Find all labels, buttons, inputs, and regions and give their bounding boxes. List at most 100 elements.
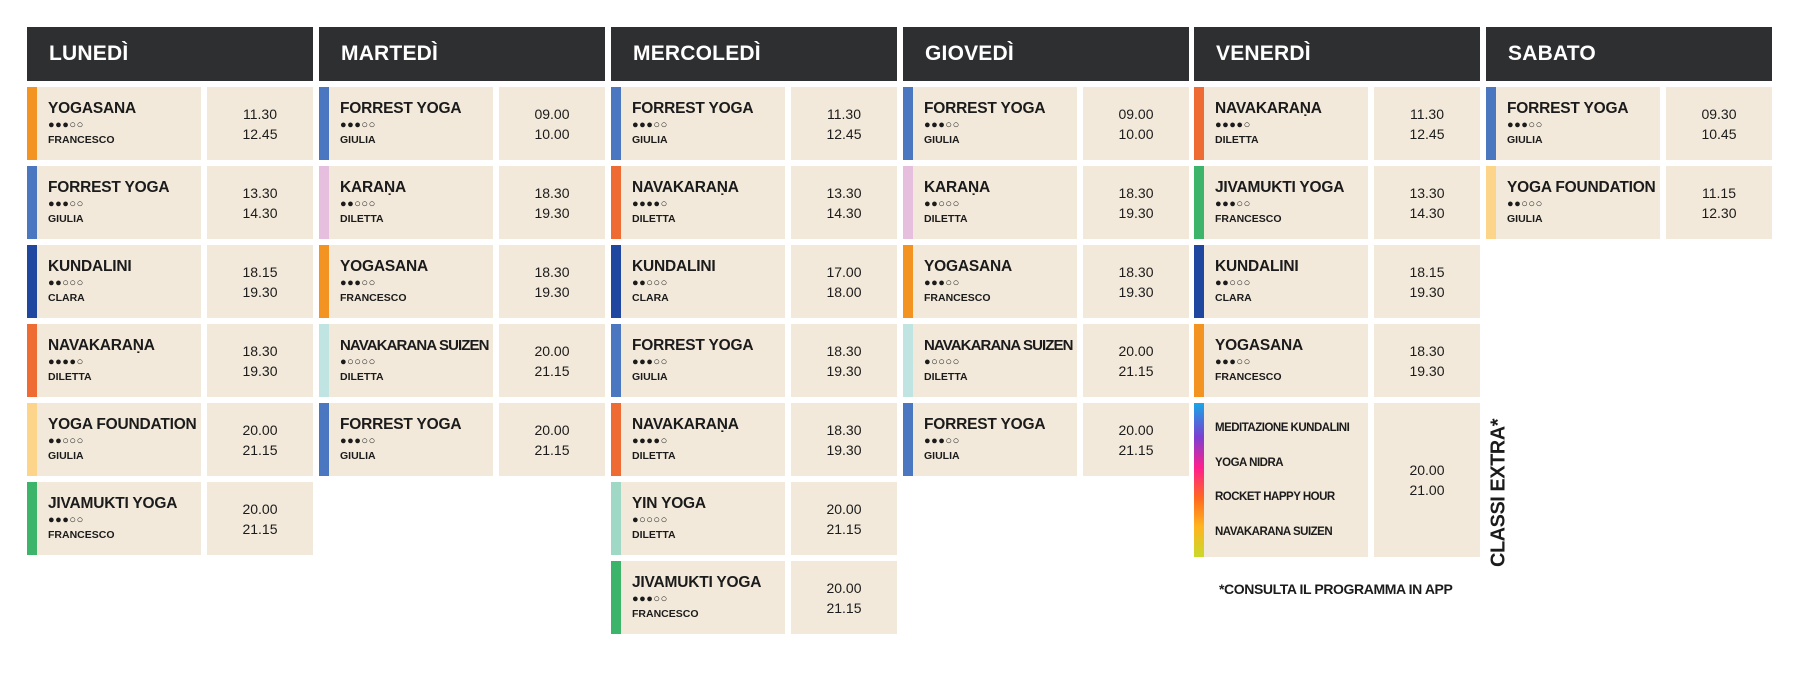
class-info: NAVAKARANA SUIZEN ●○○○○ DILETTA <box>329 324 493 397</box>
class-info: FORREST YOGA ●●●○○ GIULIA <box>621 87 785 160</box>
class-times: 11.15 12.30 <box>1666 166 1772 239</box>
start-time: 11.15 <box>1702 184 1736 201</box>
difficulty-dots: ●●●○○ <box>924 435 960 447</box>
class-times: 20.00 21.15 <box>207 403 313 476</box>
start-time: 18.30 <box>242 342 278 359</box>
start-time: 09.00 <box>534 105 570 122</box>
class-times: 18.30 19.30 <box>499 245 605 318</box>
class-color-stripe <box>1194 87 1204 160</box>
class-times: 20.00 21.15 <box>1083 324 1189 397</box>
difficulty-dots: ●●●○○ <box>340 435 376 447</box>
teacher-name: FRANCESCO <box>1215 371 1282 383</box>
start-time: 18.30 <box>534 263 570 280</box>
day-header: LUNEDÌ <box>27 27 313 81</box>
class-times: 20.00 21.15 <box>499 324 605 397</box>
difficulty-dots: ●●●○○ <box>1215 198 1251 210</box>
class-row: FORREST YOGA ●●●○○ GIULIA 09.00 10.00 <box>319 87 605 160</box>
day-header: MARTEDÌ <box>319 27 605 81</box>
teacher-name: FRANCESCO <box>48 134 115 146</box>
class-times: 17.00 18.00 <box>791 245 897 318</box>
teacher-name: FRANCESCO <box>48 529 115 541</box>
class-row: YOGASANA ●●●○○ FRANCESCO 18.30 19.30 <box>903 245 1189 318</box>
class-name: NAVAKARANA SUIZEN <box>924 337 1073 354</box>
difficulty-dots: ●●●○○ <box>48 119 84 131</box>
class-info: KARAṆA ●●○○○ DILETTA <box>913 166 1077 239</box>
class-info: YOGASANA ●●●○○ FRANCESCO <box>329 245 493 318</box>
start-time: 18.30 <box>1118 184 1154 201</box>
class-color-stripe <box>903 245 913 318</box>
start-time: 17.00 <box>826 263 862 280</box>
end-time: 21.15 <box>242 441 278 458</box>
class-info: KUNDALINI ●●○○○ CLARA <box>37 245 201 318</box>
class-name: KUNDALINI <box>48 258 132 275</box>
difficulty-dots: ●●●○○ <box>48 198 84 210</box>
class-row: NAVAKARANA SUIZEN ●○○○○ DILETTA 20.00 21.15 <box>903 324 1189 397</box>
extra-color-stripe <box>1194 403 1204 557</box>
start-time: 20.00 <box>534 342 570 359</box>
class-row: FORREST YOGA ●●●○○ GIULIA 11.30 12.45 <box>611 87 897 160</box>
class-row: JIVAMUKTI YOGA ●●●○○ FRANCESCO 20.00 21.15 <box>611 561 897 634</box>
difficulty-dots: ●●○○○ <box>340 198 376 210</box>
class-info: FORREST YOGA ●●●○○ GIULIA <box>1496 87 1660 160</box>
start-time: 18.30 <box>1409 342 1445 359</box>
class-color-stripe <box>27 403 37 476</box>
class-row: FORREST YOGA ●●●○○ GIULIA 13.30 14.30 <box>27 166 313 239</box>
class-color-stripe <box>319 245 329 318</box>
difficulty-dots: ●●○○○ <box>48 435 84 447</box>
start-time: 20.00 <box>534 421 570 438</box>
teacher-name: GIULIA <box>1507 134 1543 146</box>
class-times: 11.30 12.45 <box>791 87 897 160</box>
teacher-name: GIULIA <box>632 371 668 383</box>
extra-class-item: ROCKET HAPPY HOUR <box>1215 491 1335 504</box>
difficulty-dots: ●●●●○ <box>632 435 668 447</box>
start-time: 13.30 <box>826 184 862 201</box>
end-time: 19.30 <box>1118 204 1154 221</box>
start-time: 20.00 <box>242 421 278 438</box>
difficulty-dots: ●○○○○ <box>632 514 668 526</box>
class-times: 13.30 14.30 <box>207 166 313 239</box>
class-times: 18.15 19.30 <box>207 245 313 318</box>
class-color-stripe <box>27 166 37 239</box>
class-color-stripe <box>1486 166 1496 239</box>
class-color-stripe <box>319 403 329 476</box>
class-color-stripe <box>319 324 329 397</box>
day-column: GIOVEDÌ FORREST YOGA ●●●○○ GIULIA 09.00 10.00… <box>903 27 1189 476</box>
class-color-stripe <box>903 166 913 239</box>
class-color-stripe <box>611 324 621 397</box>
class-color-stripe <box>319 166 329 239</box>
end-time: 12.45 <box>826 125 862 142</box>
class-times: 13.30 14.30 <box>1374 166 1480 239</box>
class-name: KUNDALINI <box>632 258 716 275</box>
teacher-name: GIULIA <box>48 450 84 462</box>
teacher-name: DILETTA <box>632 213 676 225</box>
start-time: 20.00 <box>1409 462 1445 478</box>
class-color-stripe <box>1194 324 1204 397</box>
class-info: FORREST YOGA ●●●○○ GIULIA <box>329 403 493 476</box>
class-times: 18.30 19.30 <box>791 324 897 397</box>
difficulty-dots: ●●●○○ <box>1507 119 1543 131</box>
start-time: 11.30 <box>243 105 277 122</box>
class-times: 11.30 12.45 <box>207 87 313 160</box>
class-color-stripe <box>611 87 621 160</box>
class-row: NAVAKARANA SUIZEN ●○○○○ DILETTA 20.00 21.15 <box>319 324 605 397</box>
day-column: VENERDÌ NAVAKARAṆA ●●●●○ DILETTA 11.30 12.45 J… <box>1194 27 1480 557</box>
class-name: FORREST YOGA <box>340 416 462 433</box>
classi-extra-label: CLASSI EXTRA* <box>1484 419 1514 567</box>
class-times: 18.15 19.30 <box>1374 245 1480 318</box>
start-time: 20.00 <box>826 500 862 517</box>
teacher-name: FRANCESCO <box>924 292 991 304</box>
class-row: NAVAKARAṆA ●●●●○ DILETTA 18.30 19.30 <box>611 403 897 476</box>
extra-class-item: MEDITAZIONE KUNDALINI <box>1215 422 1350 435</box>
teacher-name: GIULIA <box>340 134 376 146</box>
class-name: YOGASANA <box>48 100 136 117</box>
class-color-stripe <box>1194 166 1204 239</box>
difficulty-dots: ●●●○○ <box>632 593 668 605</box>
start-time: 18.15 <box>242 263 278 280</box>
start-time: 20.00 <box>1118 342 1154 359</box>
class-color-stripe <box>611 245 621 318</box>
class-color-stripe <box>319 87 329 160</box>
class-times: 11.30 12.45 <box>1374 87 1480 160</box>
end-time: 19.30 <box>826 441 862 458</box>
teacher-name: CLARA <box>48 292 85 304</box>
start-time: 13.30 <box>242 184 278 201</box>
